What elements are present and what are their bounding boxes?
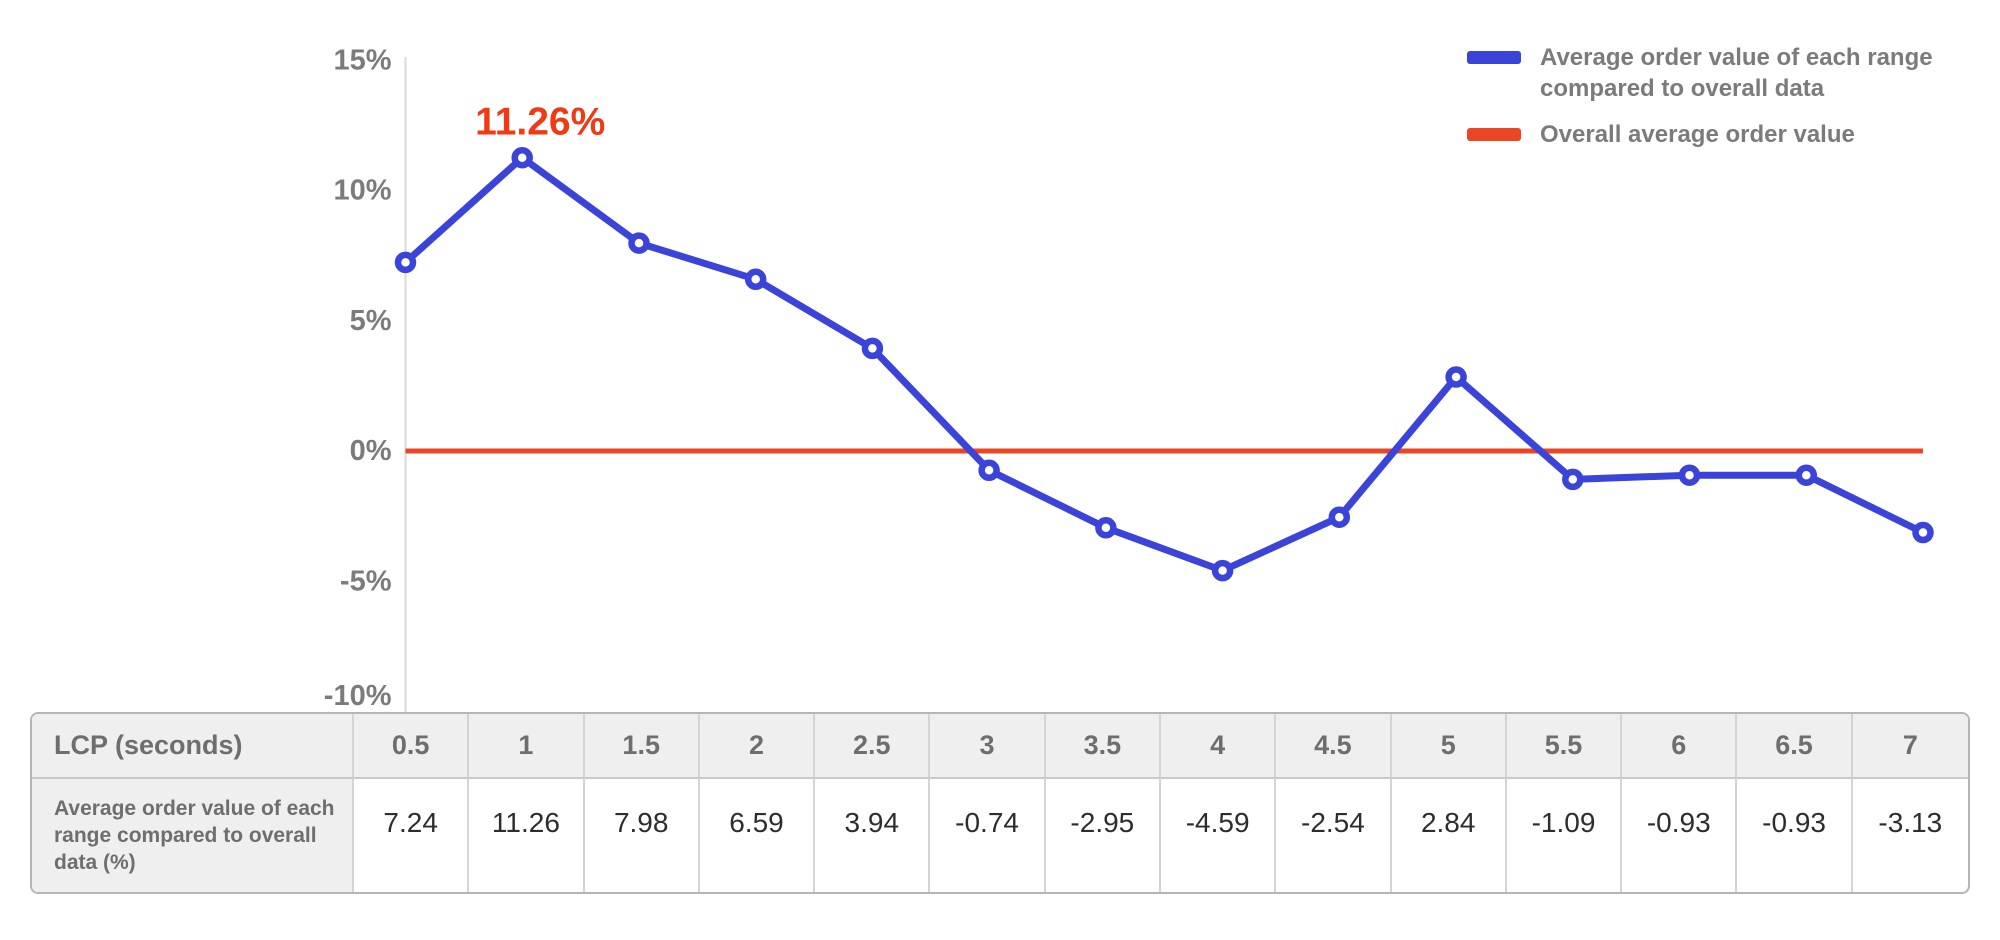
y-axis-tick-label: 15% bbox=[333, 44, 391, 76]
table-header-cell: 1 bbox=[469, 714, 585, 779]
data-point-marker bbox=[1328, 506, 1351, 528]
data-point-marker bbox=[511, 146, 533, 169]
data-point-marker bbox=[1211, 559, 1234, 582]
table-value-cell: 6.59 bbox=[700, 779, 816, 892]
table-header-cell: 6 bbox=[1622, 714, 1738, 779]
table-value-cell: 3.94 bbox=[815, 779, 931, 892]
data-point-marker bbox=[394, 251, 417, 274]
data-point-marker bbox=[1795, 464, 1818, 486]
table-header-cell: 6.5 bbox=[1737, 714, 1853, 779]
data-point-marker bbox=[628, 232, 650, 254]
table-value-cell: 11.26 bbox=[469, 779, 585, 892]
y-axis-tick-label: -10% bbox=[324, 680, 392, 712]
legend-swatch-red-line-icon bbox=[1467, 128, 1521, 141]
table-value-cell: -1.09 bbox=[1507, 779, 1623, 892]
aov-line-path bbox=[402, 154, 1927, 575]
chart-svg: 15% 10% 5% 0% -5% -10% 11.26% bbox=[324, 44, 1934, 712]
table-value-cell: -3.13 bbox=[1878, 806, 1943, 838]
y-axis-tick-label: -5% bbox=[340, 565, 392, 597]
table-value-cell: -0.74 bbox=[930, 779, 1046, 892]
table-header-cell: 4.5 bbox=[1276, 714, 1392, 779]
data-point-marker bbox=[1678, 464, 1701, 486]
table-value-cell: -0.93 bbox=[1737, 779, 1853, 892]
table-header-cell: 1.5 bbox=[584, 714, 700, 779]
table-header-cell: 3 bbox=[930, 714, 1046, 779]
legend: Average order value of each range compar… bbox=[1467, 42, 1940, 150]
legend-item-aov-range: Average order value of each range compar… bbox=[1467, 42, 1940, 104]
table-header-cell: 2.5 bbox=[815, 714, 931, 779]
data-point-marker bbox=[1445, 366, 1467, 388]
table-value-cell: -2.95 bbox=[1046, 779, 1161, 892]
table-value-cell: -2.54 bbox=[1276, 779, 1392, 892]
legend-swatch-blue-line-icon bbox=[1467, 51, 1521, 64]
y-axis-tick-label: 10% bbox=[333, 175, 391, 207]
table-value-cell: -0.93 bbox=[1622, 779, 1738, 892]
data-point-marker bbox=[1095, 517, 1117, 539]
data-point-marker bbox=[1912, 521, 1934, 544]
table-header-lcp-label: LCP (seconds) bbox=[32, 714, 354, 779]
data-point-marker bbox=[1562, 468, 1584, 491]
data-table-grid: LCP (seconds) 0.5 1 1.5 2 2.5 3 3.5 4 4.5 5 5.5 6 6.5… bbox=[32, 714, 1968, 892]
data-point-marker bbox=[978, 459, 1000, 482]
y-axis-tick-label: 5% bbox=[350, 305, 392, 337]
table-value-cell: 7.24 bbox=[354, 779, 470, 892]
table-header-cell: 0.5 bbox=[354, 714, 470, 779]
table-row-label: Average order value of each range compar… bbox=[32, 779, 354, 892]
legend-item-overall-average: Overall average order value bbox=[1467, 119, 1940, 150]
legend-item-label: Average order value of each range compar… bbox=[1540, 44, 1933, 102]
y-axis-tick-label: 0% bbox=[350, 435, 392, 467]
data-point-marker bbox=[744, 268, 767, 291]
table-header-cell: 5 bbox=[1391, 714, 1507, 779]
table-header-cell: 5.5 bbox=[1506, 714, 1623, 779]
legend-item-label: Overall average order value bbox=[1540, 121, 1855, 148]
table-value-cell: -4.59 bbox=[1161, 779, 1277, 892]
table-header-cell: 2 bbox=[699, 714, 816, 779]
table-header-cell: 4 bbox=[1160, 714, 1277, 779]
table-header-cell: 7 bbox=[1852, 714, 1968, 779]
data-table: LCP (seconds) 0.5 1 1.5 2 2.5 3 3.5 4 4.5 5 5.5 6 6.5… bbox=[30, 712, 1970, 894]
data-point-marker bbox=[861, 337, 884, 360]
table-value-cell: 2.84 bbox=[1392, 779, 1507, 892]
table-value-cell: 7.98 bbox=[585, 779, 700, 892]
table-header-cell: 3.5 bbox=[1045, 714, 1161, 779]
peak-value-annotation: 11.26% bbox=[475, 101, 605, 144]
